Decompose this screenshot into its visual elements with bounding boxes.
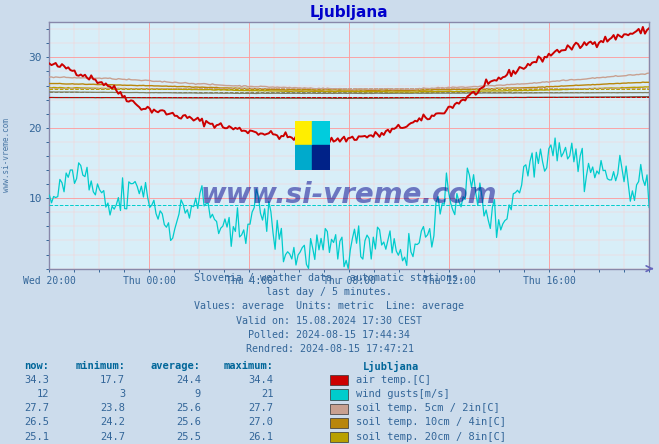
Bar [295, 146, 312, 170]
Text: 24.4: 24.4 [176, 375, 201, 385]
Text: Slovenia / weather data - automatic stations.: Slovenia / weather data - automatic stat… [194, 273, 465, 283]
Text: wind gusts[m/s]: wind gusts[m/s] [356, 389, 449, 399]
Text: soil temp. 20cm / 8in[C]: soil temp. 20cm / 8in[C] [356, 432, 506, 442]
Text: Polled: 2024-08-15 17:44:34: Polled: 2024-08-15 17:44:34 [248, 330, 411, 340]
Text: 25.6: 25.6 [176, 403, 201, 413]
Text: Rendred: 2024-08-15 17:47:21: Rendred: 2024-08-15 17:47:21 [246, 344, 413, 354]
Text: 24.2: 24.2 [100, 417, 125, 428]
Text: 9: 9 [195, 389, 201, 399]
Text: 27.0: 27.0 [248, 417, 273, 428]
Text: 12: 12 [37, 389, 49, 399]
Text: 17.7: 17.7 [100, 375, 125, 385]
Text: 27.7: 27.7 [248, 403, 273, 413]
Text: Ljubljana: Ljubljana [362, 361, 418, 372]
Bar [312, 146, 330, 170]
Text: soil temp. 10cm / 4in[C]: soil temp. 10cm / 4in[C] [356, 417, 506, 428]
Text: 25.1: 25.1 [24, 432, 49, 442]
Text: 34.3: 34.3 [24, 375, 49, 385]
Title: Ljubljana: Ljubljana [310, 4, 389, 20]
Text: 25.5: 25.5 [176, 432, 201, 442]
Text: 26.1: 26.1 [248, 432, 273, 442]
Text: 26.5: 26.5 [24, 417, 49, 428]
Text: 34.4: 34.4 [248, 375, 273, 385]
Text: 23.8: 23.8 [100, 403, 125, 413]
Text: now:: now: [24, 361, 49, 371]
Text: Valid on: 15.08.2024 17:30 CEST: Valid on: 15.08.2024 17:30 CEST [237, 316, 422, 326]
Text: minimum:: minimum: [75, 361, 125, 371]
Text: 27.7: 27.7 [24, 403, 49, 413]
Text: www.si-vreme.com: www.si-vreme.com [201, 181, 498, 209]
Text: Values: average  Units: metric  Line: average: Values: average Units: metric Line: aver… [194, 301, 465, 312]
Bar [312, 121, 330, 146]
Text: 3: 3 [119, 389, 125, 399]
Text: average:: average: [151, 361, 201, 371]
Text: air temp.[C]: air temp.[C] [356, 375, 431, 385]
Text: 21: 21 [261, 389, 273, 399]
Text: 25.6: 25.6 [176, 417, 201, 428]
Text: last day / 5 minutes.: last day / 5 minutes. [266, 287, 393, 297]
Text: www.si-vreme.com: www.si-vreme.com [2, 119, 11, 192]
Text: 24.7: 24.7 [100, 432, 125, 442]
Text: maximum:: maximum: [223, 361, 273, 371]
Text: soil temp. 5cm / 2in[C]: soil temp. 5cm / 2in[C] [356, 403, 500, 413]
Bar [295, 121, 312, 146]
